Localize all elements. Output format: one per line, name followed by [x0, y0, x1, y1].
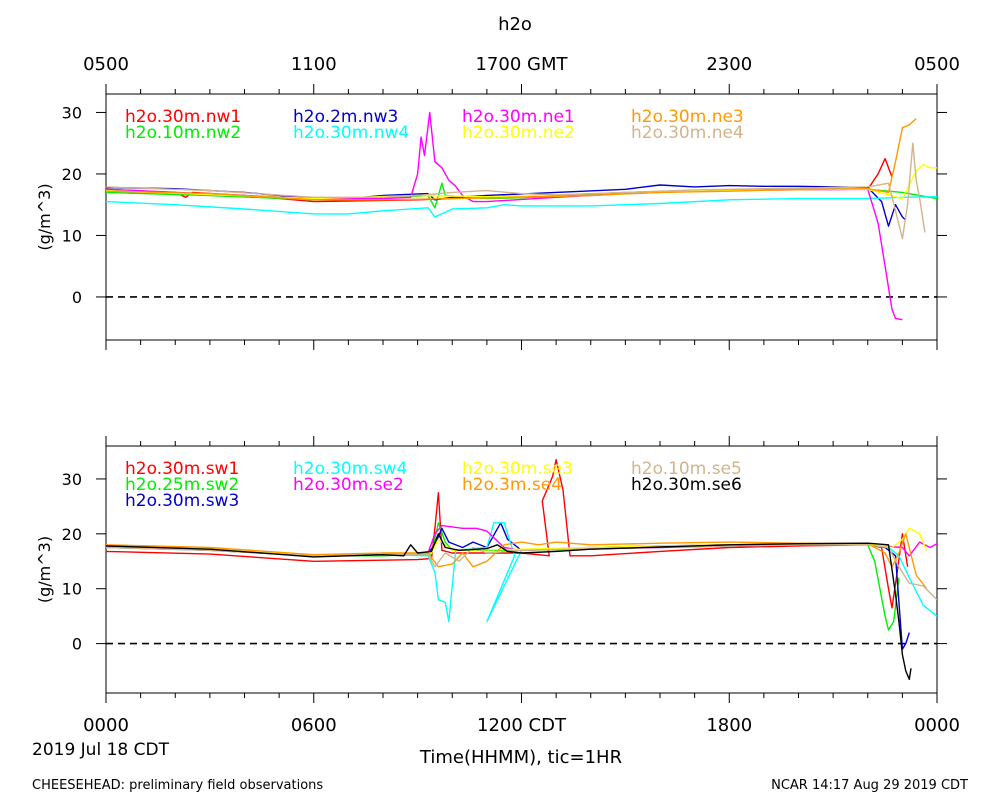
y-tick-label: 10	[62, 580, 82, 599]
chart-panel-bottom: 0 10 20 30 (g/m^3) 0000 0600 1200 CDT 1800 0000 h2…	[35, 436, 960, 736]
series-line-h2o-30m-nw4	[106, 196, 937, 218]
series-line-h2o-10m-se5	[106, 544, 937, 601]
series-group	[106, 111, 937, 321]
y-tick-label: 0	[72, 288, 82, 307]
legend-entry: h2o.30m.se6	[631, 475, 742, 495]
series-line-h2o-30m-ne1	[106, 111, 903, 321]
x-tick-label-top: 1700 GMT	[475, 54, 568, 75]
series-line-h2o-30m-ne4	[106, 142, 926, 240]
y-tick-label: 30	[62, 470, 82, 489]
x-tick-label-top: 0500	[83, 54, 129, 75]
legend-entry: h2o.30m.sw4	[293, 459, 407, 479]
x-tick-label-bottom: 1200 CDT	[477, 715, 567, 736]
legend-entry: h2o.10m.se5	[631, 459, 742, 479]
legend-entry: h2o.30m.sw1	[125, 459, 239, 479]
x-tick-label-bottom: 0600	[291, 715, 337, 736]
legend-entry: h2o.30m.ne2	[462, 123, 575, 143]
series-line-h2o-30m-se6	[106, 533, 912, 680]
legend-entry: h2o.3m.se4	[462, 475, 562, 495]
x-tick-label-bottom: 0000	[914, 715, 960, 736]
y-tick-label: 20	[62, 525, 82, 544]
legend-entry: h2o.30m.nw1	[125, 107, 241, 127]
x-axis-label: Time(HHMM), tic=1HR	[419, 747, 622, 768]
y-tick-label: 30	[62, 103, 82, 122]
y-tick-label: 20	[62, 165, 82, 184]
chart-title: h2o	[498, 14, 532, 35]
legend-entry: h2o.30m.ne1	[462, 107, 575, 127]
series-line-h2o-30m-sw1	[106, 459, 909, 609]
series-group	[106, 459, 937, 680]
date-label: 2019 Jul 18 CDT	[32, 740, 170, 760]
x-tick-label-top: 0500	[914, 54, 960, 75]
x-tick-label-top: 1100	[291, 54, 337, 75]
footer-right: NCAR 14:17 Aug 29 2019 CDT	[771, 778, 968, 793]
chart-panel-top: 0 10 20 30 (g/m^3) 0500 1100 1700 GMT 2300 0500 h2…	[35, 54, 960, 350]
y-axis-label: (g/m^3)	[35, 536, 54, 603]
x-tick-label-top: 2300	[706, 54, 752, 75]
legend-entry: h2o.30m.sw3	[125, 491, 239, 511]
legend-entry: h2o.25m.sw2	[125, 475, 239, 495]
series-line-h2o-30m-ne3	[106, 118, 917, 201]
legend-entry: h2o.2m.nw3	[293, 107, 398, 127]
legend-entry: h2o.30m.se3	[462, 459, 573, 479]
legend-entry: h2o.30m.nw4	[293, 123, 409, 143]
x-tick-label-bottom: 0000	[83, 715, 129, 736]
y-axis-label: (g/m^3)	[35, 183, 54, 250]
legend-entry: h2o.30m.ne3	[631, 107, 744, 127]
footer-left: CHEESEHEAD: preliminary field observatio…	[32, 778, 323, 793]
legend-entry: h2o.10m.nw2	[125, 123, 241, 143]
legend-entry: h2o.30m.se2	[293, 475, 404, 495]
x-tick-label-bottom: 1800	[706, 715, 752, 736]
legend-entry: h2o.30m.ne4	[631, 123, 744, 143]
y-tick-label: 0	[72, 635, 82, 654]
y-tick-label: 10	[62, 226, 82, 245]
